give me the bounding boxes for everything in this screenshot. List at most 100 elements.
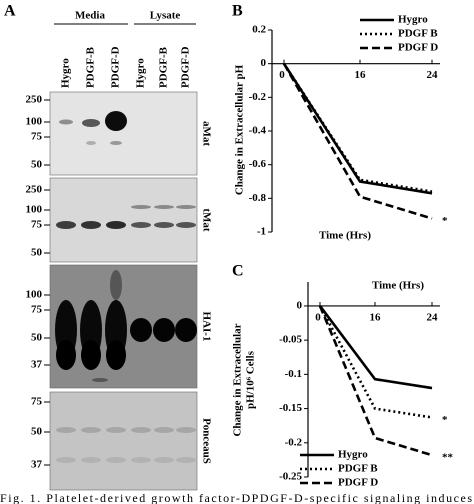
panel-label: C bbox=[232, 263, 244, 280]
group-label: Media bbox=[75, 10, 105, 22]
marker-label: 100 bbox=[26, 116, 43, 128]
blot bbox=[49, 391, 198, 491]
annotation: * bbox=[442, 215, 448, 227]
band bbox=[81, 340, 101, 370]
marker-label: 75 bbox=[31, 219, 43, 231]
marker-label: 50 bbox=[31, 426, 43, 438]
y-tick-label: -0.25 bbox=[279, 471, 302, 483]
lane-label: Hygro bbox=[60, 58, 72, 88]
band bbox=[56, 427, 76, 433]
band bbox=[82, 119, 100, 127]
y-tick-label: -0.6 bbox=[249, 158, 267, 170]
band bbox=[131, 205, 151, 209]
caption: Fig. 1. Platelet-derived growth factor-D… bbox=[0, 491, 472, 504]
panel-label: A bbox=[4, 3, 16, 20]
legend-label: Hygro bbox=[338, 449, 368, 461]
y-tick-label: -0.05 bbox=[279, 334, 302, 346]
blot bbox=[49, 177, 198, 263]
series-line bbox=[282, 62, 433, 193]
lane-label: PDGF-D bbox=[180, 46, 192, 88]
marker-label: 75 bbox=[31, 304, 43, 316]
marker-label: 37 bbox=[31, 359, 43, 371]
lane-label: PDGF-D bbox=[110, 46, 122, 88]
marker-label: 50 bbox=[31, 332, 43, 344]
band bbox=[56, 457, 76, 463]
x-tick-label: 16 bbox=[355, 69, 367, 81]
panel-label: B bbox=[232, 3, 243, 20]
band bbox=[81, 427, 101, 433]
legend-label: PDGF B bbox=[338, 463, 378, 475]
annotation: ** bbox=[442, 452, 454, 464]
x-axis-title: Time (Hrs) bbox=[372, 280, 424, 292]
group-label: Lysate bbox=[150, 10, 181, 22]
marker-label: 50 bbox=[31, 247, 43, 259]
y-tick-label: -0.4 bbox=[249, 125, 267, 137]
series-line bbox=[282, 62, 433, 195]
blot-label: tMat bbox=[200, 208, 212, 232]
band bbox=[86, 141, 96, 145]
band bbox=[176, 457, 196, 463]
band bbox=[130, 318, 152, 342]
marker-label: 50 bbox=[31, 159, 43, 171]
band bbox=[154, 222, 174, 228]
y-axis-title: Change in Extracellular bbox=[232, 323, 244, 436]
series-line bbox=[282, 63, 433, 220]
x-tick-label: 24 bbox=[427, 69, 439, 81]
x-tick-label: 0 bbox=[315, 311, 321, 323]
x-axis-title: Time (Hrs) bbox=[319, 230, 371, 242]
blot bbox=[49, 91, 198, 176]
blot-label: PonceauS bbox=[200, 418, 212, 464]
band bbox=[154, 457, 174, 463]
marker-label: 37 bbox=[31, 459, 43, 471]
marker-label: 100 bbox=[26, 204, 43, 216]
lane-label: PDGF-B bbox=[85, 46, 97, 88]
series-line bbox=[318, 305, 433, 419]
band bbox=[131, 222, 151, 228]
band bbox=[110, 141, 122, 145]
marker-label: 100 bbox=[26, 289, 43, 301]
y-axis-title: pH/10⁶ Cells bbox=[245, 350, 257, 409]
marker-label: 250 bbox=[26, 184, 43, 196]
marker-label: 75 bbox=[31, 131, 43, 143]
band bbox=[106, 457, 126, 463]
band bbox=[131, 427, 151, 433]
band bbox=[176, 205, 196, 209]
legend-label: Hygro bbox=[398, 14, 428, 26]
band bbox=[56, 221, 76, 229]
series-line bbox=[318, 305, 433, 390]
y-tick-label: 0 bbox=[261, 57, 267, 69]
band bbox=[56, 340, 76, 370]
legend-label: PDGF D bbox=[398, 42, 438, 54]
blot-label: HAI-1 bbox=[200, 312, 212, 342]
lane-label: Hygro bbox=[135, 58, 147, 88]
legend-label: PDGF D bbox=[338, 477, 378, 489]
band bbox=[110, 270, 122, 300]
band bbox=[59, 119, 73, 125]
band bbox=[81, 221, 101, 229]
y-tick-label: 0.2 bbox=[252, 24, 266, 36]
band bbox=[106, 221, 126, 229]
band bbox=[175, 318, 197, 342]
marker-label: 75 bbox=[31, 396, 43, 408]
band bbox=[154, 427, 174, 433]
band bbox=[131, 457, 151, 463]
y-tick-label: 0 bbox=[297, 299, 303, 311]
band bbox=[105, 111, 127, 131]
band bbox=[153, 318, 175, 342]
lane-label: PDGF-B bbox=[158, 46, 170, 88]
y-tick-label: -0.2 bbox=[249, 91, 267, 103]
x-tick-label: 16 bbox=[370, 311, 382, 323]
band bbox=[81, 457, 101, 463]
y-tick-label: -0.8 bbox=[249, 192, 267, 204]
legend-label: PDGF B bbox=[398, 28, 438, 40]
band bbox=[176, 427, 196, 433]
y-tick-label: -1 bbox=[257, 226, 266, 238]
band bbox=[106, 427, 126, 433]
annotation: * bbox=[442, 414, 448, 426]
band bbox=[106, 340, 126, 370]
y-tick-label: -0.2 bbox=[285, 436, 303, 448]
band bbox=[92, 378, 108, 382]
blot-label: aMat bbox=[200, 121, 212, 146]
